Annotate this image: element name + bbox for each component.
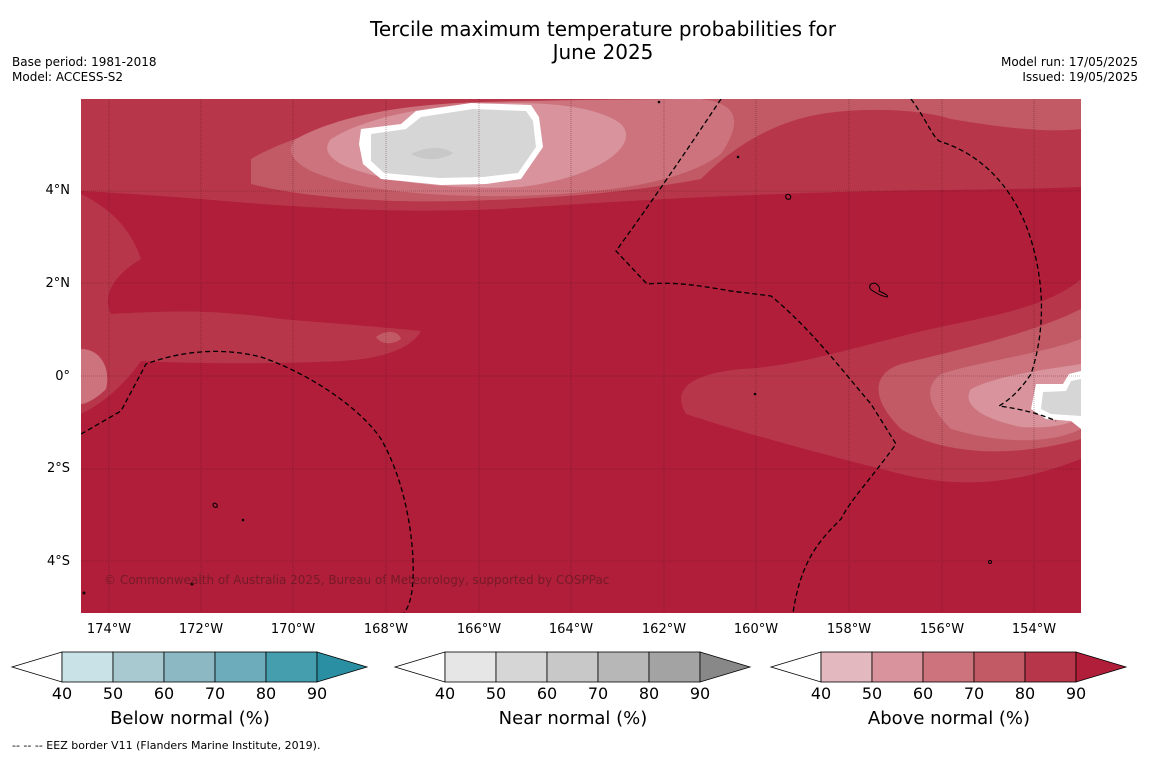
lat-label-2s: 2°S [46, 461, 70, 476]
legend-above-tick-70: 70 [963, 684, 985, 703]
probability-map [81, 99, 1081, 613]
region-above-70-small [376, 331, 401, 344]
region-near-60-north [411, 147, 453, 160]
region-above-60-west [81, 349, 108, 404]
legend-above-tick-50: 50 [861, 684, 883, 703]
base-period: Base period: 1981-2018 [12, 55, 157, 69]
gridlines [81, 99, 1081, 613]
model-run: Model run: 17/05/2025 [1000, 55, 1138, 69]
legend-above-title: Above normal (%) [867, 708, 1031, 729]
legend-above-tick-90: 90 [1065, 684, 1087, 703]
legend-above-normal: 40 50 60 70 80 90 Above normal (%) [769, 650, 1129, 734]
legend-near-tick-40: 40 [434, 684, 456, 703]
legend-near-tick-80: 80 [638, 684, 660, 703]
colorbar-near [393, 651, 752, 683]
meta-right: Model run: 17/05/2025 Issued: 19/05/2025 [1001, 55, 1138, 85]
lat-label-0: 0° [55, 369, 70, 384]
legend-below-tick-80: 80 [255, 684, 277, 703]
islands [82, 100, 992, 595]
title-line-2: June 2025 [552, 40, 654, 64]
colorbar-above [769, 651, 1128, 683]
legend-below-tick-60: 60 [153, 684, 175, 703]
legend-above-tick-80: 80 [1014, 684, 1036, 703]
model-name: Model: ACCESS-S2 [12, 70, 124, 84]
colorbar-below [10, 651, 369, 683]
legend-near-tick-90: 90 [689, 684, 711, 703]
region-near-normal-north [371, 109, 536, 178]
lon-label-166w: 166°W [456, 622, 502, 637]
eez-footnote: -- -- -- EEZ border V11 (Flanders Marine… [12, 739, 321, 752]
legend-above-tick-40: 40 [810, 684, 832, 703]
lon-label-172w: 172°W [178, 622, 224, 637]
legend-below-tick-70: 70 [204, 684, 226, 703]
legend-near-tick-60: 60 [536, 684, 558, 703]
map-panel [81, 99, 1081, 613]
lat-label-4s: 4°S [46, 554, 70, 569]
lat-label-4n: 4°N [45, 183, 71, 198]
lon-label-156w: 156°W [919, 622, 965, 637]
region-near-normal-east [1041, 379, 1081, 416]
chart-title: Tercile maximum temperature probabilitie… [0, 18, 1150, 64]
lon-label-162w: 162°W [641, 622, 687, 637]
legend-below-tick-40: 40 [51, 684, 73, 703]
copyright-notice: © Commonwealth of Australia 2025, Bureau… [104, 573, 610, 587]
legend-below-title: Below normal (%) [110, 708, 270, 729]
legend-below-normal: 40 50 60 70 80 90 Below normal (%) [10, 650, 370, 734]
legend-near-title: Near normal (%) [498, 708, 648, 729]
legend-near-tick-50: 50 [485, 684, 507, 703]
eez-borders [81, 99, 1057, 613]
lon-label-160w: 160°W [733, 622, 779, 637]
lon-label-164w: 164°W [548, 622, 594, 637]
lon-label-174w: 174°W [86, 622, 132, 637]
lon-label-158w: 158°W [826, 622, 872, 637]
region-above-80-west [81, 194, 421, 414]
legend-near-normal: 40 50 60 70 80 90 Near normal (%) [393, 650, 753, 734]
issued-date: Issued: 19/05/2025 [1022, 70, 1138, 84]
legend-below-tick-90: 90 [306, 684, 328, 703]
lon-label-170w: 170°W [270, 622, 316, 637]
meta-left: Base period: 1981-2018 Model: ACCESS-S2 [12, 55, 157, 85]
lon-label-168w: 168°W [363, 622, 409, 637]
lon-label-154w: 154°W [1011, 622, 1057, 637]
lat-label-2n: 2°N [45, 276, 71, 291]
title-line-1: Tercile maximum temperature probabilitie… [370, 17, 836, 41]
legend-near-tick-70: 70 [587, 684, 609, 703]
legend-above-tick-60: 60 [912, 684, 934, 703]
legend-below-tick-50: 50 [102, 684, 124, 703]
